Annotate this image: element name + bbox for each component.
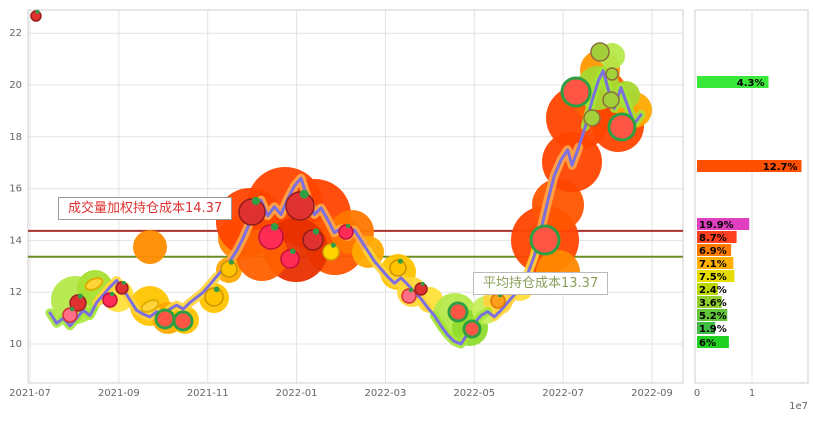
dist-bar-label: 2.4% — [699, 285, 727, 296]
fruit-leaf — [121, 280, 126, 285]
fruit-radish-icon — [62, 307, 78, 323]
dist-bar — [697, 322, 716, 334]
fruit-watermelon-icon — [607, 112, 637, 142]
y-tick-label: 20 — [9, 80, 22, 91]
dist-bar — [697, 160, 802, 172]
fruit-kiwi-icon — [590, 42, 610, 62]
fruit-leaf — [330, 242, 336, 248]
fruit-cherry-icon — [115, 281, 129, 295]
dist-bar-label: 12.7% — [763, 162, 798, 173]
fruit-kiwi-icon — [583, 109, 601, 127]
fruit-leaf — [289, 248, 296, 255]
fruit-watermelon-icon — [447, 301, 469, 323]
y-tick-label: 10 — [9, 339, 22, 350]
fruit-leaf — [109, 291, 115, 297]
dist-bar — [697, 244, 732, 256]
fruit-banana-icon — [140, 299, 160, 313]
y-tick-label: 18 — [9, 132, 22, 143]
dist-bar-label: 3.6% — [699, 298, 727, 309]
dist-bar — [697, 231, 737, 243]
fruit-strawberry-icon — [280, 249, 300, 269]
dist-bar — [697, 76, 769, 88]
y-tick-label: 16 — [9, 184, 22, 195]
x-tick-label: 2021-11 — [187, 388, 229, 399]
dist-bar — [697, 283, 718, 295]
fruit-cherry-icon — [414, 282, 428, 296]
dist-bar-label: 5.2% — [699, 311, 727, 322]
fruit-leaf — [251, 196, 261, 206]
fruit-leaf — [69, 306, 75, 312]
fruit-watermelon-icon — [172, 310, 194, 332]
fruit-watermelon-icon — [560, 76, 592, 108]
dist-multiplier-label: 1e7 — [789, 401, 808, 412]
dist-plot-border — [694, 9, 809, 384]
fruit-leaf — [345, 223, 351, 229]
fruit-kiwi-icon — [602, 91, 620, 109]
fruit-apple-icon — [302, 229, 324, 251]
volume-blob — [133, 230, 167, 264]
fruit-leaf — [408, 287, 414, 293]
avg-cost-label: 平均持仓成本13.37 — [473, 272, 609, 295]
dist-bar-label: 1.9% — [699, 324, 727, 335]
dist-x-tick-label: 1 — [749, 388, 755, 399]
fruit-leaf — [312, 228, 320, 235]
fruit-pineapple-icon — [220, 260, 238, 278]
fruit-radish-icon — [401, 288, 417, 304]
fruit-apple-icon — [238, 198, 266, 226]
x-tick-label: 2022-05 — [453, 388, 495, 399]
fruit-banana-icon — [84, 277, 104, 291]
dist-bar-label: 7.1% — [699, 259, 727, 270]
fruit-watermelon-icon — [462, 319, 482, 339]
dist-bar — [697, 218, 750, 230]
x-tick-label: 2022-07 — [542, 388, 584, 399]
dist-bar-label: 19.9% — [699, 220, 734, 231]
fruit-watermelon-icon — [154, 308, 176, 330]
dist-bar-label: 7.5% — [699, 272, 727, 283]
x-tick-label: 2021-07 — [9, 388, 51, 399]
fruit-leaf — [397, 258, 403, 264]
distribution-panel: 4.3% 12.7% 19.9% 8.7% 6.9% 7.1% 7.5% 2.4% 3.6% 5.… — [694, 9, 809, 412]
fruit-apple-icon — [285, 191, 315, 221]
fruit-leaf — [270, 222, 279, 231]
fruit-strawberry-icon — [102, 292, 118, 308]
dist-bar-label: 6% — [699, 338, 716, 349]
fruit-markers — [30, 9, 637, 339]
fruit-leaf — [35, 9, 40, 14]
vwap-cost-label: 成交量加权持仓成本14.37 — [58, 197, 233, 220]
main-plot-border — [27, 9, 684, 384]
x-tick-label: 2021-09 — [98, 388, 140, 399]
fruit-cherry-icon — [69, 294, 87, 312]
dist-bar-label: 8.7% — [699, 233, 727, 244]
dist-bar — [697, 257, 734, 269]
y-tick-label: 14 — [9, 235, 22, 246]
dist-bar — [697, 336, 729, 348]
dist-bar — [697, 309, 728, 321]
fruit-leaf — [299, 189, 309, 199]
fruit-leaf — [77, 293, 83, 299]
fruit-leaf — [213, 286, 220, 293]
fruit-tangerine-icon — [490, 293, 506, 309]
x-tick-label: 2022-03 — [365, 388, 407, 399]
x-tick-label: 2022-09 — [631, 388, 673, 399]
dist-bar — [697, 296, 722, 308]
fruit-kiwi-icon — [605, 67, 619, 81]
dist-bar-label: 6.9% — [699, 246, 727, 257]
fruit-leaf — [420, 281, 425, 286]
fruit-pineapple-icon — [389, 259, 407, 277]
dist-x-tick-label: 0 — [694, 388, 700, 399]
dist-bar-label: 4.3% — [737, 78, 765, 89]
y-tick-label: 22 — [9, 28, 22, 39]
dist-bar — [697, 270, 735, 282]
fruit-strawberry-icon — [338, 224, 354, 240]
fruit-pineapple-icon — [204, 287, 224, 307]
x-tick-label: 2022-01 — [276, 388, 318, 399]
fruit-strawberry-icon — [258, 224, 284, 250]
fruit-watermelon-icon — [529, 224, 561, 256]
fruit-corn-icon — [322, 243, 340, 261]
y-tick-label: 12 — [9, 287, 22, 298]
fruit-leaf — [228, 259, 234, 265]
